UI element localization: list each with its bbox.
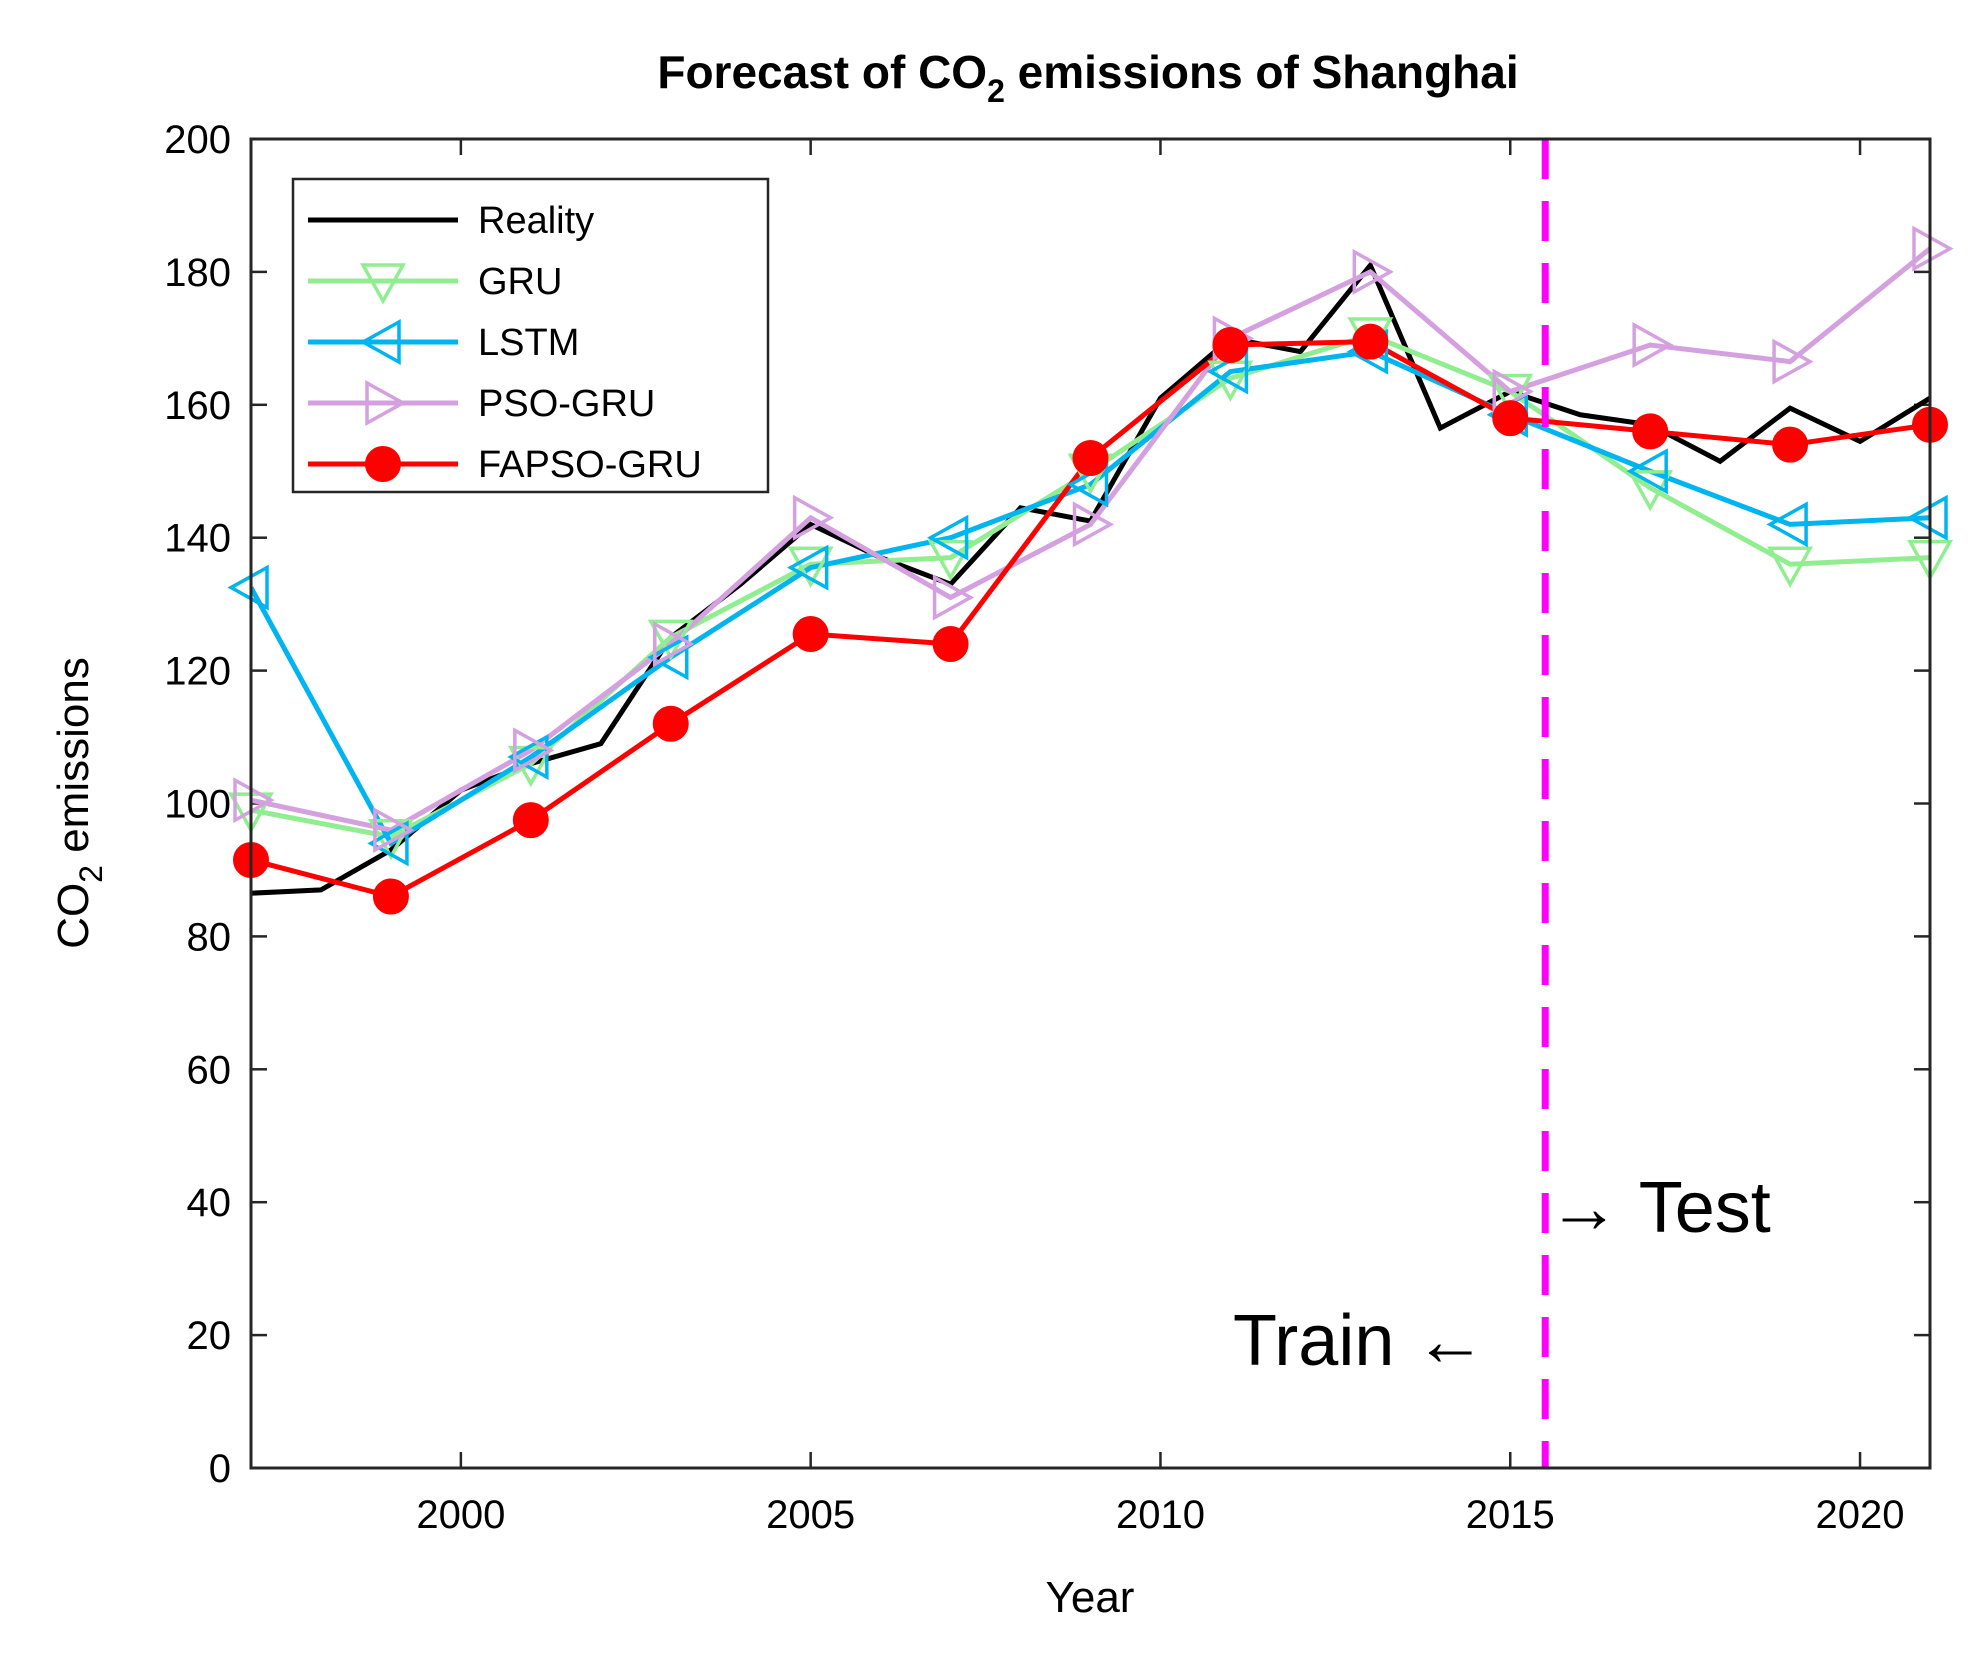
marker-fapso-gru xyxy=(1212,326,1249,363)
series-line-pso-gru xyxy=(251,246,1930,833)
marker-gru xyxy=(787,546,834,588)
legend-marker-gru xyxy=(360,263,406,305)
legend-label-pso-gru: PSO-GRU xyxy=(478,383,655,425)
marker-fapso-gru xyxy=(652,705,689,742)
x-tick-label: 2005 xyxy=(766,1493,855,1537)
x-tick-label: 2015 xyxy=(1466,1493,1555,1537)
marker-gru xyxy=(1767,546,1814,588)
marker-fapso-gru xyxy=(1492,400,1529,437)
marker-lstm xyxy=(507,734,549,780)
legend-label-gru: GRU xyxy=(478,261,562,303)
marker-fapso-gru xyxy=(372,878,409,915)
marker-fapso-gru xyxy=(1072,439,1109,476)
y-axis-label: CO2 emissions xyxy=(49,657,109,949)
y-tick-label: 140 xyxy=(164,517,231,561)
marker-pso-gru xyxy=(792,494,835,541)
marker-pso-gru xyxy=(233,777,275,824)
legend-label-fapso-gru: FAPSO-GRU xyxy=(478,444,702,486)
marker-lstm xyxy=(1766,501,1808,548)
marker-gru xyxy=(927,539,974,582)
y-tick-label: 0 xyxy=(209,1447,231,1491)
axes-box xyxy=(249,137,1932,1470)
x-tick-label: 2000 xyxy=(416,1493,505,1537)
marker-lstm xyxy=(787,544,829,591)
y-tick-label: 60 xyxy=(187,1048,232,1092)
y-tick-label: 20 xyxy=(187,1314,232,1358)
y-tick-label: 180 xyxy=(164,251,231,295)
plot-area: 0 20 40 60 80 100 120 140 160 180 200 2000 2005 2010 2… xyxy=(164,118,1954,1537)
marker-pso-gru xyxy=(1352,248,1394,295)
marker-fapso-gru xyxy=(932,626,969,663)
marker-lstm xyxy=(367,820,409,867)
marker-lstm xyxy=(1906,494,1948,541)
marker-pso-gru xyxy=(1772,338,1814,385)
x-tick-label: 2010 xyxy=(1116,1493,1205,1537)
marker-fapso-gru xyxy=(512,802,549,839)
marker-pso-gru xyxy=(373,807,415,854)
train-annotation: Train ← xyxy=(1233,1301,1486,1381)
marker-lstm xyxy=(227,564,269,611)
marker-pso-gru xyxy=(513,727,555,774)
marker-fapso-gru xyxy=(1772,426,1809,463)
chart-title: Forecast of CO2 emissions of Shanghai xyxy=(657,46,1518,109)
marker-pso-gru xyxy=(1072,501,1115,548)
y-tick-label: 120 xyxy=(164,650,231,694)
legend-marker-fapso-gru xyxy=(365,446,401,482)
y-tick-label: 40 xyxy=(187,1181,232,1225)
y-tick-label: 100 xyxy=(164,783,231,827)
y-tick-label: 80 xyxy=(187,915,232,959)
marker-gru xyxy=(1487,373,1534,416)
legend-label-reality: Reality xyxy=(478,200,594,242)
marker-pso-gru xyxy=(1632,322,1674,368)
marker-fapso-gru xyxy=(792,616,829,653)
x-tick-label: 2020 xyxy=(1816,1493,1905,1537)
legend-marker-pso-gru xyxy=(365,380,407,426)
legend: Reality GRU LSTM PSO-GRU FAPSO-GRU xyxy=(291,177,770,494)
marker-fapso-gru xyxy=(1352,323,1389,360)
marker-pso-gru xyxy=(653,621,695,667)
marker-fapso-gru xyxy=(1632,413,1669,450)
marker-pso-gru xyxy=(932,574,975,621)
test-annotation: → Test xyxy=(1548,1168,1771,1248)
x-axis-label: Year xyxy=(1046,1573,1135,1622)
legend-marker-lstm xyxy=(359,319,401,365)
marker-lstm xyxy=(926,514,969,561)
y-tick-label: 160 xyxy=(164,384,231,428)
y-tick-label: 200 xyxy=(164,118,231,162)
marker-lstm xyxy=(647,634,689,681)
marker-lstm xyxy=(1626,448,1668,495)
legend-label-lstm: LSTM xyxy=(478,322,579,364)
marker-pso-gru xyxy=(1912,225,1954,272)
